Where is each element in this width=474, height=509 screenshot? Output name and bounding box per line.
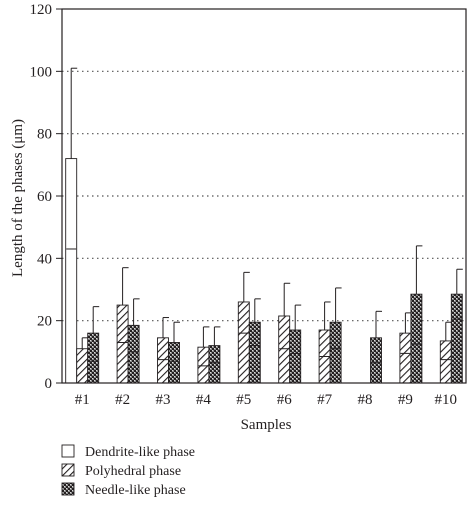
bar-needle-like-phase [208, 345, 221, 384]
legend-label-needle-like-phase: Needle-like phase [85, 483, 186, 498]
y-tick-label: 40 [37, 251, 52, 267]
bar-needle-like-phase [370, 337, 382, 384]
x-tick-label: #3 [156, 392, 171, 408]
bar-polyhedral-phase [278, 315, 291, 384]
bar-polyhedral-phase [76, 348, 89, 384]
legend: Dendrite-like phase Polyhedral phase Needl… [61, 444, 195, 498]
y-tick-label: 60 [37, 189, 52, 205]
bar-dendrite-like-phase [65, 158, 78, 384]
legend-label-polyhedral-phase: Polyhedral phase [85, 464, 181, 479]
bar-polyhedral-phase [157, 337, 169, 384]
x-tick-label: #4 [196, 392, 212, 408]
bar-needle-like-phase [248, 321, 261, 384]
bar-needle-like-phase [329, 321, 342, 384]
y-tick-label: 80 [37, 127, 52, 143]
x-tick-label: #5 [236, 392, 251, 408]
plot-frame [61, 8, 467, 384]
bar-polyhedral-phase [197, 346, 210, 384]
y-axis-title: Length of the phases (μm) [10, 119, 26, 277]
y-tick-label: 0 [45, 376, 53, 392]
error-bars [66, 67, 463, 367]
x-tick-label: #2 [115, 392, 130, 408]
bar-needle-like-phase [410, 293, 423, 384]
tick-labels: 0 20 40 60 80 100 120 #1 #2 #3 #4 #5 #6 #7 #8 #9 #10 [30, 2, 458, 408]
bar-polyhedral-phase [399, 332, 412, 384]
x-axis-title: Samples [241, 417, 292, 433]
bar-needle-like-phase [127, 324, 140, 384]
x-tick-label: #10 [435, 392, 458, 408]
x-tick-label: #1 [75, 392, 90, 408]
x-tick-label: #6 [277, 392, 293, 408]
bar-needle-like-phase [289, 329, 302, 384]
bar-needle-like-phase [450, 293, 463, 384]
x-tick-label: #9 [398, 392, 413, 408]
x-tick-label: #7 [317, 392, 333, 408]
bar-polyhedral-phase [116, 304, 129, 384]
legend-label-dendrite-like-phase: Dendrite-like phase [85, 445, 195, 460]
bars [65, 158, 463, 384]
legend-swatch-polyhedral-phase [61, 463, 75, 477]
y-tick-label: 100 [30, 64, 53, 80]
bar-polyhedral-phase [439, 340, 452, 384]
axes [56, 8, 467, 384]
bar-polyhedral-phase [237, 301, 250, 384]
y-tick-label: 120 [30, 2, 53, 18]
bar-needle-like-phase [168, 342, 180, 384]
y-tick-label: 20 [37, 314, 52, 330]
legend-swatch-dendrite-like-phase [61, 444, 75, 458]
legend-swatch-needle-like-phase [61, 482, 75, 496]
x-tick-label: #8 [358, 392, 373, 408]
bar-needle-like-phase [87, 332, 100, 384]
